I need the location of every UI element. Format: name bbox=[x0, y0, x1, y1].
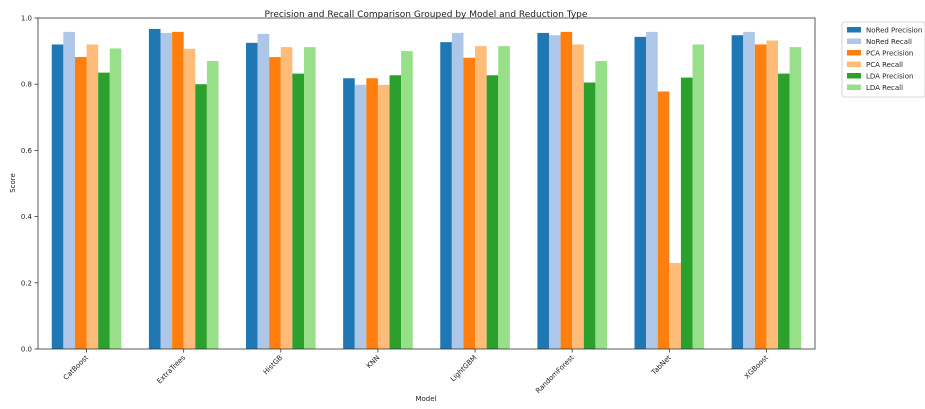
bar-histgb-lda-recall bbox=[304, 47, 316, 349]
y-tick-label: 1.0 bbox=[21, 15, 32, 23]
bar-randomforest-pca-precision bbox=[560, 31, 573, 350]
plot-frame bbox=[37, 17, 816, 350]
bar-lightgbm-nored-recall bbox=[451, 32, 464, 350]
bar-xgboost-lda-precision bbox=[778, 73, 790, 350]
legend-swatch bbox=[847, 73, 861, 79]
bar-tabnet-nored-recall bbox=[646, 31, 658, 350]
y-tick-label: 0.4 bbox=[21, 213, 33, 221]
bar-histgb-nored-precision bbox=[246, 42, 258, 349]
legend-label: NoRed Precision bbox=[866, 27, 922, 35]
bar-tabnet-nored-precision bbox=[634, 36, 647, 350]
bar-extratrees-pca-recall bbox=[183, 48, 196, 349]
bar-lightgbm-pca-precision bbox=[463, 57, 476, 349]
x-tick-label: XGBoost bbox=[743, 354, 770, 381]
bar-histgb-lda-precision bbox=[292, 73, 305, 350]
bar-xgboost-nored-precision bbox=[731, 35, 744, 350]
y-tick-label: 0.8 bbox=[21, 81, 32, 89]
bar-histgb-nored-recall bbox=[257, 33, 270, 349]
bar-knn-pca-recall bbox=[377, 84, 390, 350]
x-tick-label: KNN bbox=[365, 354, 381, 370]
bar-randomforest-lda-recall bbox=[595, 61, 607, 349]
legend-swatch bbox=[847, 27, 861, 33]
bars-layer bbox=[51, 28, 802, 350]
bar-catboost-lda-precision bbox=[98, 72, 110, 350]
bar-knn-nored-recall bbox=[354, 84, 367, 350]
legend-label: LDA Recall bbox=[866, 84, 903, 92]
x-tick-label: TabNet bbox=[649, 354, 673, 378]
bar-extratrees-lda-recall bbox=[206, 61, 219, 349]
bar-xgboost-lda-recall bbox=[789, 47, 802, 349]
bar-lightgbm-nored-precision bbox=[440, 42, 452, 349]
bar-extratrees-lda-precision bbox=[195, 84, 207, 349]
bar-tabnet-lda-precision bbox=[680, 77, 693, 349]
bar-histgb-pca-precision bbox=[269, 57, 281, 350]
bar-lightgbm-lda-precision bbox=[486, 75, 499, 349]
bar-xgboost-pca-precision bbox=[754, 44, 767, 349]
chart-title: Precision and Recall Comparison Grouped … bbox=[265, 10, 588, 20]
bar-randomforest-nored-precision bbox=[537, 32, 549, 350]
bar-knn-nored-precision bbox=[343, 78, 355, 350]
bar-knn-lda-recall bbox=[401, 51, 413, 349]
bar-randomforest-pca-recall bbox=[572, 44, 584, 349]
legend-label: NoRed Recall bbox=[866, 38, 912, 46]
bar-catboost-nored-precision bbox=[51, 44, 64, 349]
x-tick-label: HistGB bbox=[262, 354, 285, 377]
legend-swatch bbox=[847, 84, 861, 90]
y-axis-label: Score bbox=[9, 173, 17, 193]
bar-tabnet-pca-recall bbox=[669, 262, 681, 349]
bar-catboost-pca-recall bbox=[86, 44, 99, 349]
legend: NoRed Precision NoRed Recall PCA Precision… bbox=[841, 21, 925, 98]
y-tick-label: 0.6 bbox=[21, 147, 33, 155]
bar-extratrees-nored-recall bbox=[160, 32, 173, 350]
bar-catboost-pca-precision bbox=[74, 57, 87, 350]
legend-box bbox=[841, 21, 925, 98]
bar-catboost-lda-recall bbox=[109, 48, 122, 349]
bar-xgboost-nored-recall bbox=[743, 31, 755, 350]
bar-extratrees-nored-precision bbox=[148, 28, 161, 349]
bar-histgb-pca-recall bbox=[280, 47, 293, 349]
x-axis-label: Model bbox=[415, 395, 436, 403]
bar-knn-pca-precision bbox=[366, 78, 378, 350]
bar-tabnet-pca-precision bbox=[657, 91, 670, 349]
bar-randomforest-nored-recall bbox=[548, 35, 561, 350]
legend-label: PCA Precision bbox=[866, 50, 913, 58]
bar-lightgbm-pca-recall bbox=[475, 46, 487, 349]
legend-swatch bbox=[847, 61, 861, 67]
bar-knn-lda-precision bbox=[389, 75, 402, 349]
x-axis: CatBoost ExtraTrees HistGB KNN LightGBM Rando… bbox=[62, 349, 770, 395]
y-axis: 0.0 0.2 0.4 0.6 0.8 1.0 bbox=[21, 15, 38, 354]
legend-swatch bbox=[847, 50, 861, 56]
legend-label: LDA Precision bbox=[866, 73, 913, 81]
y-tick-label: 0.2 bbox=[21, 279, 32, 287]
x-tick-label: CatBoost bbox=[62, 354, 90, 382]
x-tick-label: RandomForest bbox=[534, 354, 576, 396]
x-tick-label: LightGBM bbox=[449, 354, 479, 384]
bar-lightgbm-lda-recall bbox=[498, 46, 510, 349]
bar-extratrees-pca-precision bbox=[172, 31, 184, 350]
bar-randomforest-lda-precision bbox=[583, 82, 596, 349]
legend-swatch bbox=[847, 38, 861, 44]
legend-label: PCA Recall bbox=[866, 61, 903, 69]
bar-xgboost-pca-recall bbox=[766, 40, 779, 349]
x-tick-label: ExtraTrees bbox=[155, 354, 187, 386]
bar-tabnet-lda-recall bbox=[692, 44, 705, 349]
y-tick-label: 0.0 bbox=[21, 346, 32, 354]
bar-catboost-nored-recall bbox=[63, 31, 75, 350]
